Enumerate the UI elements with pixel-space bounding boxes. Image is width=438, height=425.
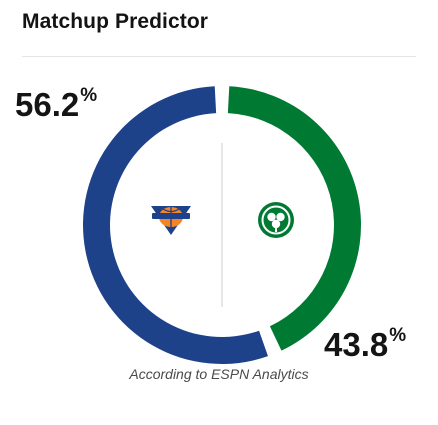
right-team-arc[interactable] [227,86,361,351]
title-divider [22,56,416,57]
left-team-pct-value: 56.2 [15,86,80,123]
celtics-logo-icon [258,202,294,238]
left-team-arc[interactable] [83,86,268,364]
right-team-win-probability: 43.8% [324,325,407,363]
analytics-attribution: According to ESPN Analytics [129,366,309,382]
left-team-win-probability: 56.2% [15,85,98,123]
widget-title: Matchup Predictor [22,10,209,33]
left-team-pct-symbol: % [80,85,98,106]
right-team-pct-symbol: % [389,325,407,346]
right-team-pct-value: 43.8 [324,326,389,363]
knicks-logo-icon [151,206,191,235]
